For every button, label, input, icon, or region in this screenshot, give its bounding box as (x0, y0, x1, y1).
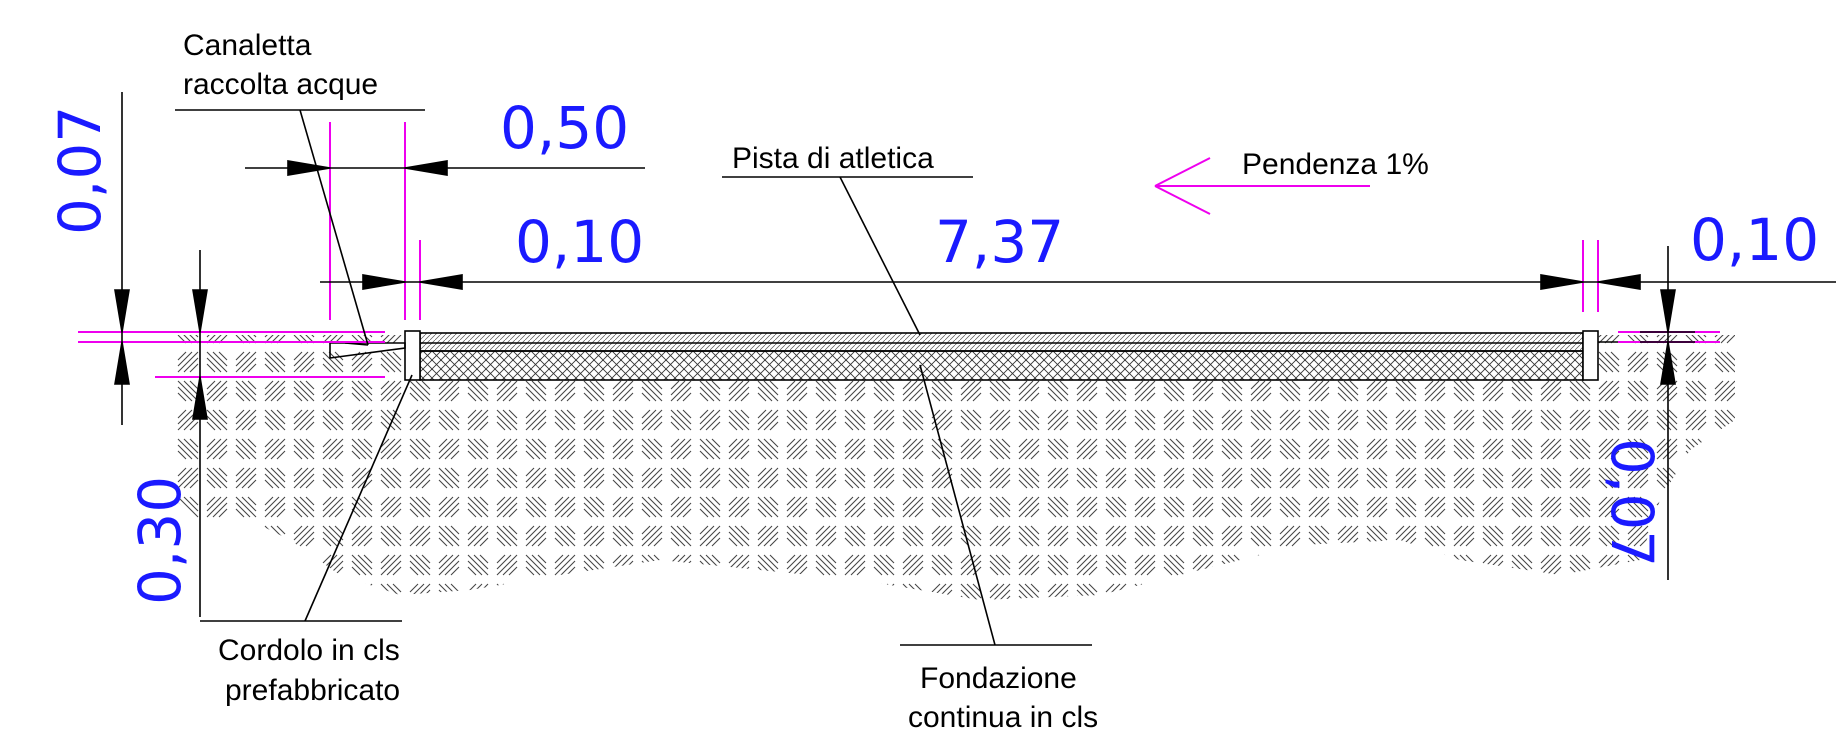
dimension-left-vertical-top: 0,07 (46, 106, 114, 235)
extension-lines (78, 122, 1720, 378)
dimension-cordolo-right: 0,10 (1690, 206, 1819, 274)
soil-hatch (175, 335, 1735, 600)
label-pista: Pista di atletica (732, 142, 934, 175)
label-cordolo-1: Cordolo in cls (218, 634, 400, 667)
dimension-canaletta-width: 0,50 (500, 94, 629, 162)
curb-left (404, 330, 421, 381)
leader-lines (175, 109, 1092, 646)
curb-right (1582, 330, 1599, 381)
dimension-track-width: 7,37 (935, 208, 1064, 276)
foundation-layer (419, 350, 1584, 381)
dimension-right-vertical: 0,07 (1598, 438, 1666, 567)
label-fondazione-2: continua in cls (908, 701, 1098, 734)
track-surface-layer (419, 332, 1584, 352)
label-canaletta-2: raccolta acque (183, 68, 378, 101)
label-cordolo-2: prefabbricato (225, 674, 400, 707)
dimension-lines (114, 92, 1836, 617)
dimension-left-vertical-bottom: 0,30 (126, 476, 194, 605)
label-canaletta-1: Canaletta (183, 29, 312, 62)
slope-arrow (1154, 157, 1370, 215)
dimension-cordolo-left: 0,10 (515, 208, 644, 276)
label-pendenza: Pendenza 1% (1242, 148, 1429, 181)
label-fondazione-1: Fondazione (920, 662, 1077, 695)
